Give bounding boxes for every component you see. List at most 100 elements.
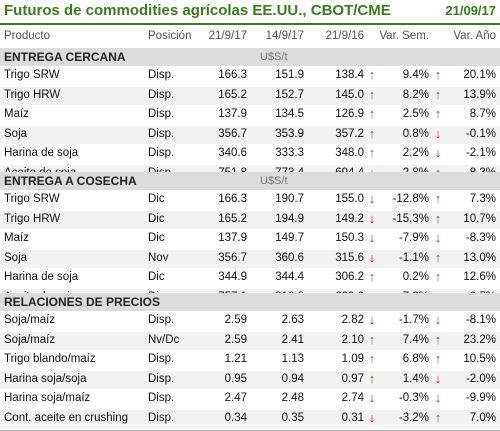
arrow-up-icon: ↑: [368, 145, 376, 160]
position: Dic: [148, 212, 165, 225]
product-name: Soja/maíz: [4, 333, 56, 346]
price-year-ago: 357.2: [335, 127, 364, 140]
product-name: Soja: [4, 127, 28, 140]
arrow-down-icon: ↓: [434, 125, 442, 141]
price-current: 344.9: [218, 271, 247, 283]
position: Disp.: [148, 69, 175, 81]
weekly-change: 9.4%: [402, 69, 429, 81]
weekly-change: -1.7%: [398, 314, 429, 326]
arrow-down-icon: ↓: [434, 312, 442, 327]
arrow-up-icon: ↑: [368, 269, 376, 284]
price-current: 137.9: [218, 108, 247, 120]
product-name: Trigo SRW: [4, 69, 60, 81]
price-week-ago: 2.41: [281, 333, 304, 346]
arrow-down-icon: ↓: [368, 390, 376, 405]
arrow-up-icon: ↑: [434, 351, 442, 366]
yearly-change: 23.2%: [463, 333, 496, 346]
price-year-ago: 315.6: [335, 251, 364, 264]
position: Disp.: [148, 372, 175, 385]
arrow-up-icon: ↑: [434, 269, 442, 284]
column-header-row: Producto Posición 21/9/17 14/9/17 21/9/1…: [0, 28, 500, 46]
weekly-change: -0.3%: [398, 392, 429, 404]
arrow-down-icon: ↓: [368, 210, 376, 226]
price-year-ago: 2.10: [341, 333, 364, 346]
arrow-down-icon: ↓: [368, 230, 376, 245]
product-name: Soja: [4, 251, 28, 264]
col-header-date-1: 21/9/17: [208, 30, 247, 42]
arrow-down-icon: ↓: [434, 390, 442, 405]
weekly-change: 0.2%: [402, 271, 429, 283]
price-week-ago: 360.6: [275, 251, 304, 264]
yearly-change: 12.6%: [463, 271, 496, 283]
price-week-ago: 0.94: [281, 372, 304, 385]
table-row: Soja/maíz Nv/Dc 2.59 2.41 2.10 ↑ 7.4% ↑ 23.2%: [0, 331, 500, 350]
col-header-year-change: Var. Año: [453, 30, 496, 42]
table-row: Harina de soja Dic 344.9 344.4 306.2 ↑ 0.2% ↑ 12…: [0, 269, 500, 287]
position: Nov: [148, 251, 169, 264]
table-row: Trigo SRW Disp. 166.3 151.9 138.4 ↑ 9.4% ↑ 20.1%: [0, 67, 500, 85]
table-row: Soja Disp. 356.7 353.9 357.2 ↑ 0.8% ↓ -0.1%: [0, 125, 500, 144]
weekly-change: 8.2%: [402, 88, 429, 101]
price-week-ago: 333.3: [275, 147, 304, 159]
product-name: Trigo HRW: [4, 212, 61, 225]
position: Disp.: [148, 127, 175, 140]
product-name: Harina de soja: [4, 271, 79, 283]
price-week-ago: 0.35: [281, 411, 304, 424]
table-row: Harina de soja Disp. 340.6 333.3 348.0 ↑ 2.2% ↓…: [0, 145, 500, 163]
weekly-change: 2.2%: [402, 147, 429, 159]
price-current: 166.3: [218, 193, 247, 205]
table-row: Trigo HRW Disp. 165.2 152.7 145.0 ↑ 8.2% ↑ 13.9%: [0, 86, 500, 105]
product-name: Harina soja/maíz: [4, 392, 91, 404]
arrow-up-icon: ↑: [434, 106, 442, 121]
table-row: Trigo SRW Dic 166.3 190.7 155.0 ↓ -12.8% ↑ 7.3%: [0, 191, 500, 209]
yearly-change: -2.0%: [465, 372, 496, 385]
report-date: 21/09/17: [445, 3, 496, 18]
arrow-up-icon: ↑: [434, 249, 442, 265]
col-header-date-3: 21/9/16: [325, 30, 364, 42]
weekly-change: -7.9%: [398, 232, 429, 244]
price-year-ago: 348.0: [335, 147, 364, 159]
yearly-change: 10.5%: [463, 353, 496, 365]
table-row: Harina soja/soja Disp. 0.95 0.94 0.97 ↑ 1.4% ↓ -…: [0, 370, 500, 389]
product-name: Harina de soja: [4, 147, 79, 159]
yearly-change: 7.0%: [469, 411, 496, 424]
price-week-ago: 2.48: [281, 392, 304, 404]
position: Dic: [148, 271, 165, 283]
position: Dic: [148, 193, 165, 205]
price-year-ago: 0.97: [341, 372, 364, 385]
yearly-change: -8.3%: [465, 232, 496, 244]
price-year-ago: 145.0: [335, 88, 364, 101]
price-current: 165.2: [218, 212, 247, 225]
table-row: Trigo HRW Dic 165.2 194.9 149.2 ↓ -15.3% ↑ 10.7%: [0, 210, 500, 229]
col-header-position: Posición: [148, 30, 192, 42]
section-title: ENTREGA CERCANA: [4, 50, 126, 64]
yearly-change: 8.7%: [469, 108, 496, 120]
position: Disp.: [148, 353, 175, 365]
arrow-down-icon: ↓: [368, 249, 376, 265]
price-week-ago: 152.7: [275, 88, 304, 101]
price-year-ago: 150.3: [335, 232, 364, 244]
price-year-ago: 149.2: [335, 212, 364, 225]
weekly-change: 0.8%: [402, 127, 429, 140]
arrow-up-icon: ↑: [434, 86, 442, 102]
table-row: Harina soja/maíz Disp. 2.47 2.48 2.74 ↓ -0.3% ↓…: [0, 390, 500, 408]
arrow-down-icon: ↓: [434, 230, 442, 245]
position: Disp.: [148, 108, 175, 120]
arrow-up-icon: ↑: [368, 67, 376, 82]
yearly-change: 10.7%: [463, 212, 496, 225]
price-current: 0.95: [224, 372, 247, 385]
arrow-down-icon: ↓: [368, 191, 376, 206]
title-bar: Futuros de commodities agrícolas EE.UU.,…: [0, 0, 500, 26]
arrow-down-icon: ↓: [368, 312, 376, 327]
arrow-up-icon: ↑: [434, 67, 442, 82]
position: Nv/Dc: [148, 333, 180, 346]
product-name: Trigo SRW: [4, 193, 60, 205]
price-current: 1.21: [224, 353, 247, 365]
price-week-ago: 151.9: [275, 69, 304, 81]
section-header: ENTREGA A COSECHA U$S/t: [0, 172, 500, 190]
yearly-change: -9.9%: [465, 392, 496, 404]
price-year-ago: 155.0: [335, 193, 364, 205]
position: Disp.: [148, 392, 175, 404]
price-current: 166.3: [218, 69, 247, 81]
price-year-ago: 0.31: [341, 411, 364, 424]
